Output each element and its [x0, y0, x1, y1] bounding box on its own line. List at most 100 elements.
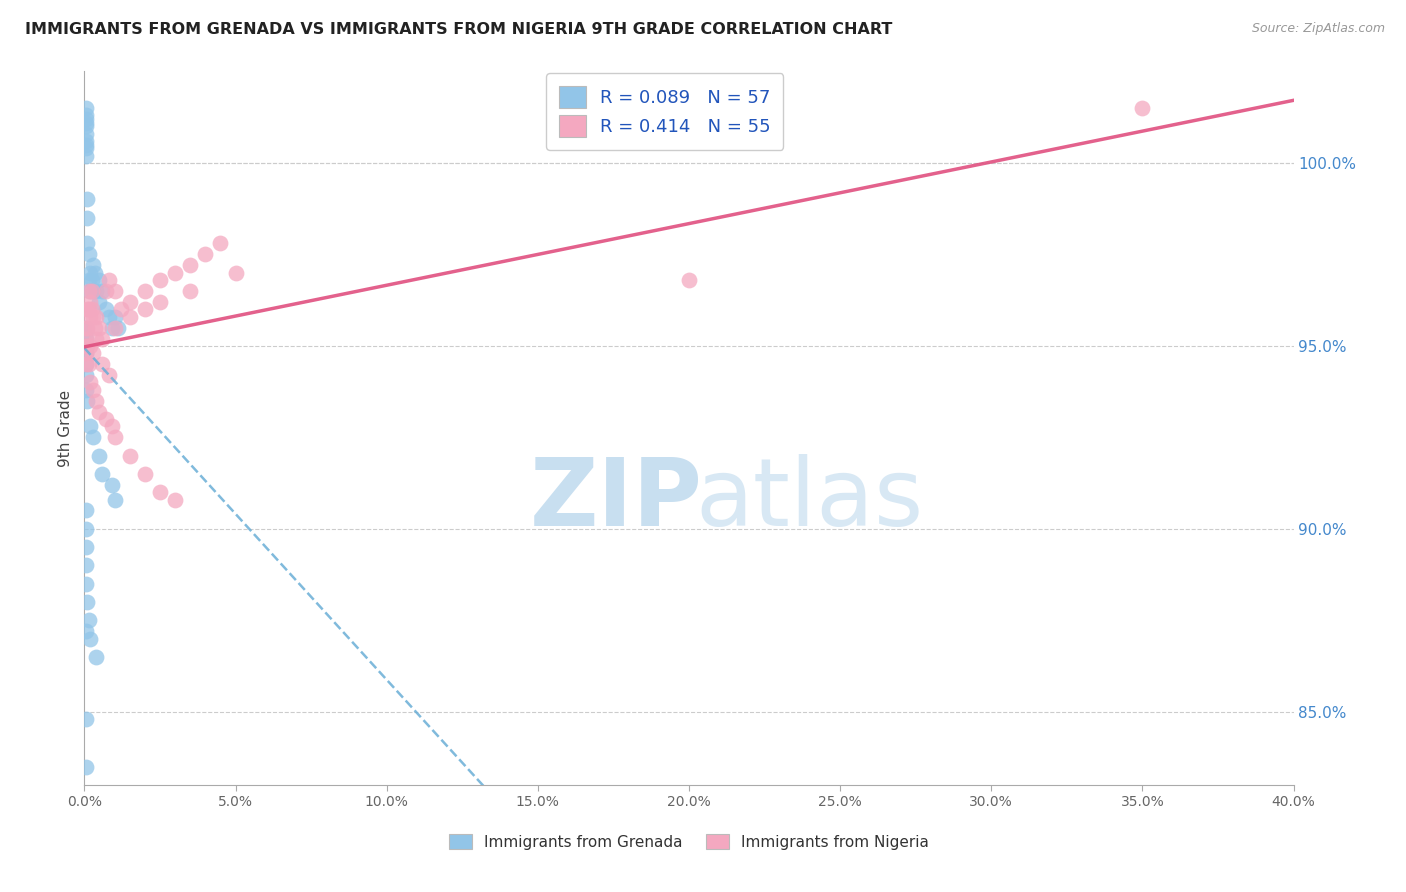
- Point: [75, 346, 97, 360]
- Point: [1132, 101, 1154, 115]
- Point: [76, 236, 98, 251]
- Point: [75, 576, 97, 591]
- Point: [79, 632, 101, 646]
- Legend: Immigrants from Grenada, Immigrants from Nigeria: Immigrants from Grenada, Immigrants from…: [443, 828, 935, 855]
- Point: [75, 712, 97, 726]
- Point: [89, 449, 111, 463]
- Point: [76, 193, 98, 207]
- Point: [91, 284, 114, 298]
- Point: [80, 302, 103, 317]
- Point: [82, 284, 104, 298]
- Point: [86, 649, 108, 664]
- Y-axis label: 9th Grade: 9th Grade: [58, 390, 73, 467]
- Point: [104, 310, 127, 324]
- Point: [134, 302, 156, 317]
- Point: [76, 302, 98, 317]
- Point: [75, 141, 97, 155]
- Point: [104, 430, 127, 444]
- Point: [91, 357, 114, 371]
- Point: [86, 331, 108, 345]
- Point: [165, 492, 187, 507]
- Point: [77, 613, 100, 627]
- Point: [77, 357, 100, 371]
- Point: [77, 273, 100, 287]
- Point: [75, 339, 97, 353]
- Point: [79, 294, 101, 309]
- Point: [75, 108, 97, 122]
- Point: [75, 503, 97, 517]
- Point: [76, 320, 98, 334]
- Point: [179, 258, 201, 272]
- Point: [110, 302, 132, 317]
- Point: [82, 310, 104, 324]
- Point: [97, 310, 120, 324]
- Point: [89, 320, 111, 334]
- Point: [91, 467, 114, 481]
- Point: [100, 419, 122, 434]
- Point: [75, 624, 97, 639]
- Point: [97, 273, 120, 287]
- Point: [76, 211, 98, 225]
- Point: [76, 339, 98, 353]
- Point: [94, 302, 117, 317]
- Point: [76, 393, 98, 408]
- Point: [80, 284, 103, 298]
- Point: [75, 331, 97, 345]
- Point: [118, 294, 141, 309]
- Point: [194, 247, 217, 261]
- Point: [165, 266, 187, 280]
- Text: atlas: atlas: [696, 453, 924, 546]
- Point: [75, 320, 97, 334]
- Text: IMMIGRANTS FROM GRENADA VS IMMIGRANTS FROM NIGERIA 9TH GRADE CORRELATION CHART: IMMIGRANTS FROM GRENADA VS IMMIGRANTS FR…: [25, 22, 893, 37]
- Point: [75, 522, 97, 536]
- Point: [84, 266, 107, 280]
- Point: [77, 302, 100, 317]
- Point: [149, 294, 172, 309]
- Point: [100, 320, 122, 334]
- Point: [75, 320, 97, 334]
- Point: [118, 310, 141, 324]
- Point: [75, 368, 97, 383]
- Point: [75, 357, 97, 371]
- Text: Source: ZipAtlas.com: Source: ZipAtlas.com: [1251, 22, 1385, 36]
- Point: [75, 115, 97, 129]
- Point: [149, 485, 172, 500]
- Point: [75, 148, 97, 162]
- Point: [97, 368, 120, 383]
- Point: [89, 273, 111, 287]
- Point: [75, 540, 97, 554]
- Point: [82, 383, 104, 397]
- Point: [75, 759, 97, 773]
- Text: ZIP: ZIP: [530, 453, 703, 546]
- Point: [75, 346, 97, 360]
- Point: [75, 558, 97, 573]
- Point: [75, 339, 97, 353]
- Point: [149, 273, 172, 287]
- Point: [75, 127, 97, 141]
- Point: [134, 284, 156, 298]
- Point: [79, 419, 101, 434]
- Point: [75, 324, 97, 338]
- Point: [79, 310, 101, 324]
- Point: [75, 101, 97, 115]
- Point: [77, 284, 100, 298]
- Point: [678, 273, 700, 287]
- Point: [75, 383, 97, 397]
- Point: [94, 412, 117, 426]
- Point: [179, 284, 201, 298]
- Point: [82, 258, 104, 272]
- Point: [94, 284, 117, 298]
- Point: [79, 376, 101, 390]
- Point: [79, 284, 101, 298]
- Point: [104, 284, 127, 298]
- Point: [82, 430, 104, 444]
- Point: [100, 478, 122, 492]
- Point: [80, 273, 103, 287]
- Point: [89, 405, 111, 419]
- Point: [75, 134, 97, 148]
- Point: [77, 247, 100, 261]
- Point: [75, 331, 97, 345]
- Point: [75, 120, 97, 134]
- Point: [75, 112, 97, 126]
- Point: [134, 467, 156, 481]
